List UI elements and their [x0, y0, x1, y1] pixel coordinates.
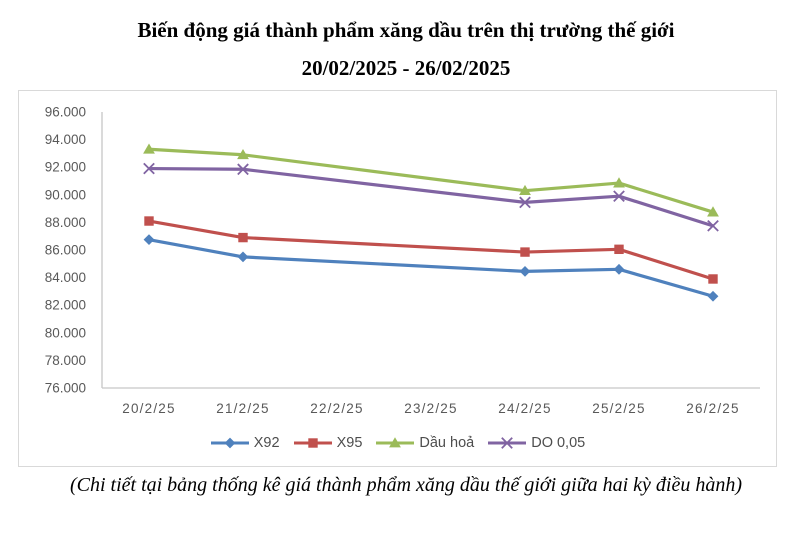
y-axis-label: 78.000 — [45, 353, 86, 368]
diamond-marker — [707, 290, 719, 302]
legend-swatch — [210, 437, 249, 449]
square-marker — [708, 274, 718, 284]
y-axis-label: 94.000 — [45, 132, 86, 147]
square-marker — [238, 232, 248, 243]
diamond-marker — [224, 437, 236, 449]
square-marker — [307, 438, 318, 448]
x-marker — [143, 162, 155, 175]
x-marker — [237, 163, 249, 176]
y-axis-label: 88.000 — [45, 215, 86, 230]
triangle-marker — [237, 148, 249, 160]
legend-swatch — [488, 437, 527, 449]
series-markers-DO 0,05 — [143, 162, 719, 232]
y-axis-label: 92.000 — [45, 160, 86, 175]
series-line-Dầu hoả — [148, 147, 714, 214]
x-axis-label: 21/2/25 — [216, 401, 269, 416]
x-axis-label: 20/2/25 — [122, 401, 175, 416]
y-axis-label: 80.000 — [45, 325, 86, 340]
legend-label: X95 — [336, 435, 363, 451]
series-markers-X95 — [144, 216, 718, 284]
y-axis-label: 82.000 — [45, 298, 86, 313]
y-axis-label: 86.000 — [45, 243, 86, 258]
x-axis-label: 24/2/25 — [498, 401, 551, 416]
legend-item-X92: X92 — [210, 435, 280, 451]
diamond-marker — [143, 234, 155, 246]
triangle-marker — [613, 177, 625, 188]
footer-note: (Chi tiết tại bảng thống kê giá thành ph… — [69, 474, 743, 496]
square-marker — [614, 244, 624, 255]
chart-container: 96.000 94.000 92.000 90.000 88.000 86.000 84.0… — [18, 90, 777, 467]
y-axis-label: 90.000 — [45, 187, 86, 202]
triangle-marker — [389, 437, 402, 448]
triangle-marker — [707, 206, 719, 217]
x-axis-label: 25/2/25 — [592, 401, 645, 416]
triangle-marker — [143, 143, 155, 154]
triangle-marker — [519, 184, 531, 196]
legend-label: Dầu hoả — [419, 435, 475, 451]
x-marker — [519, 196, 531, 209]
diamond-marker — [237, 251, 249, 263]
series-markers-X92 — [143, 234, 719, 302]
x-marker — [501, 437, 514, 449]
legend-swatch — [376, 437, 415, 448]
square-marker — [144, 216, 154, 226]
y-axis-label: 84.000 — [45, 270, 86, 285]
page-title: Biến động giá thành phẩm xăng dầu trên t… — [137, 18, 675, 42]
x-marker — [707, 220, 719, 232]
legend-item-DO 0,05: DO 0,05 — [487, 435, 585, 451]
x-marker — [613, 190, 625, 203]
page-subtitle: 20/02/2025 - 26/02/2025 — [301, 56, 511, 80]
x-axis-label: 26/2/25 — [686, 401, 739, 416]
diamond-marker — [519, 265, 531, 277]
diamond-marker — [613, 263, 625, 275]
legend-item-Dầu hoả: Dầu hoả — [375, 435, 474, 451]
legend-label: X92 — [253, 435, 280, 451]
legend-swatch — [293, 438, 332, 448]
y-axis-label: 96.000 — [45, 105, 86, 120]
legend-label: DO 0,05 — [531, 435, 586, 451]
chart-legend: X92 X95 Dầu hoả DO 0,05 — [19, 431, 776, 455]
square-marker — [520, 247, 530, 257]
y-axis-label: 76.000 — [45, 381, 86, 396]
series-line-X95 — [148, 219, 714, 281]
x-axis-label: 23/2/25 — [404, 401, 457, 416]
x-axis-label: 22/2/25 — [310, 401, 363, 416]
legend-item-X95: X95 — [293, 435, 363, 451]
line-chart-canvas: 96.000 94.000 92.000 90.000 88.000 86.000 84.0… — [45, 105, 760, 416]
series-markers-Dầu hoả — [143, 143, 719, 217]
